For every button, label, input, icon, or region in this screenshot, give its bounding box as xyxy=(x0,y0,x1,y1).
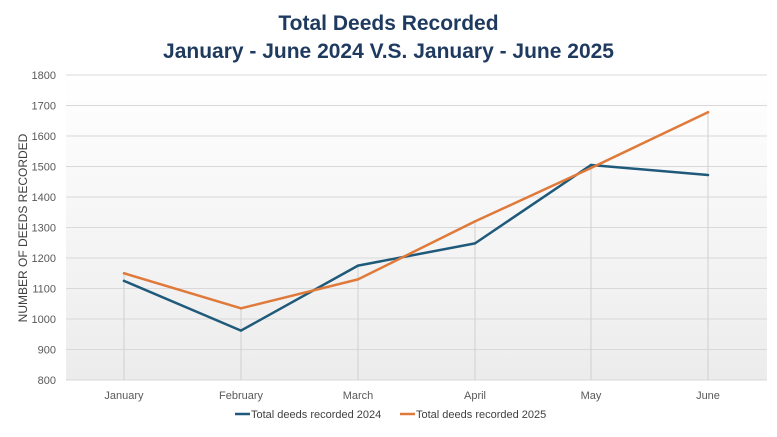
legend-label: Total deeds recorded 2025 xyxy=(416,409,546,421)
series-lines xyxy=(122,110,710,332)
data-point xyxy=(239,329,243,332)
data-point xyxy=(706,173,710,177)
y-axis-ticks: 800 900 1000 1100 1200 1300 1400 1500 1600 1700 18… xyxy=(32,70,56,387)
data-point xyxy=(473,220,477,223)
x-tick-label: January xyxy=(104,390,144,402)
x-tick-label: May xyxy=(581,390,602,402)
data-point xyxy=(473,242,477,245)
data-point xyxy=(239,307,243,310)
data-point xyxy=(122,272,126,275)
x-tick-label: April xyxy=(464,390,486,402)
category-lines xyxy=(123,112,709,380)
y-tick-label: 1500 xyxy=(32,162,56,174)
y-tick-label: 1400 xyxy=(32,192,56,204)
legend-label: Total deeds recorded 2024 xyxy=(251,409,381,421)
y-tick-label: 1200 xyxy=(32,253,56,265)
legend: Total deeds recorded 2024 Total deeds rec… xyxy=(235,409,546,421)
data-point xyxy=(356,264,360,267)
gridlines xyxy=(66,74,767,381)
y-tick-label: 1100 xyxy=(32,284,56,296)
x-tick-label: March xyxy=(343,390,374,402)
y-tick-label: 1800 xyxy=(32,70,56,82)
data-point xyxy=(122,279,126,283)
data-point xyxy=(589,163,593,167)
series-line-1 xyxy=(122,163,710,332)
data-point xyxy=(356,278,360,281)
x-tick-label: February xyxy=(219,390,264,402)
chart-subtitle: January - June 2024 V.S. January - June … xyxy=(163,40,614,63)
y-tick-label: 1300 xyxy=(32,223,56,235)
y-tick-label: 800 xyxy=(38,375,56,387)
x-tick-label: June xyxy=(696,390,720,402)
chart-title: Total Deeds Recorded xyxy=(278,12,499,35)
y-tick-label: 1600 xyxy=(32,131,56,143)
y-tick-label: 1000 xyxy=(32,314,56,326)
series-line-2 xyxy=(122,110,710,310)
data-point xyxy=(589,166,593,170)
y-tick-label: 1700 xyxy=(32,101,56,113)
x-axis-ticks: January February March April May June xyxy=(104,390,720,402)
y-tick-label: 900 xyxy=(38,345,56,357)
data-point xyxy=(706,111,710,114)
y-axis-label: NUMBER OF DEEDS RECORDED xyxy=(16,133,30,322)
